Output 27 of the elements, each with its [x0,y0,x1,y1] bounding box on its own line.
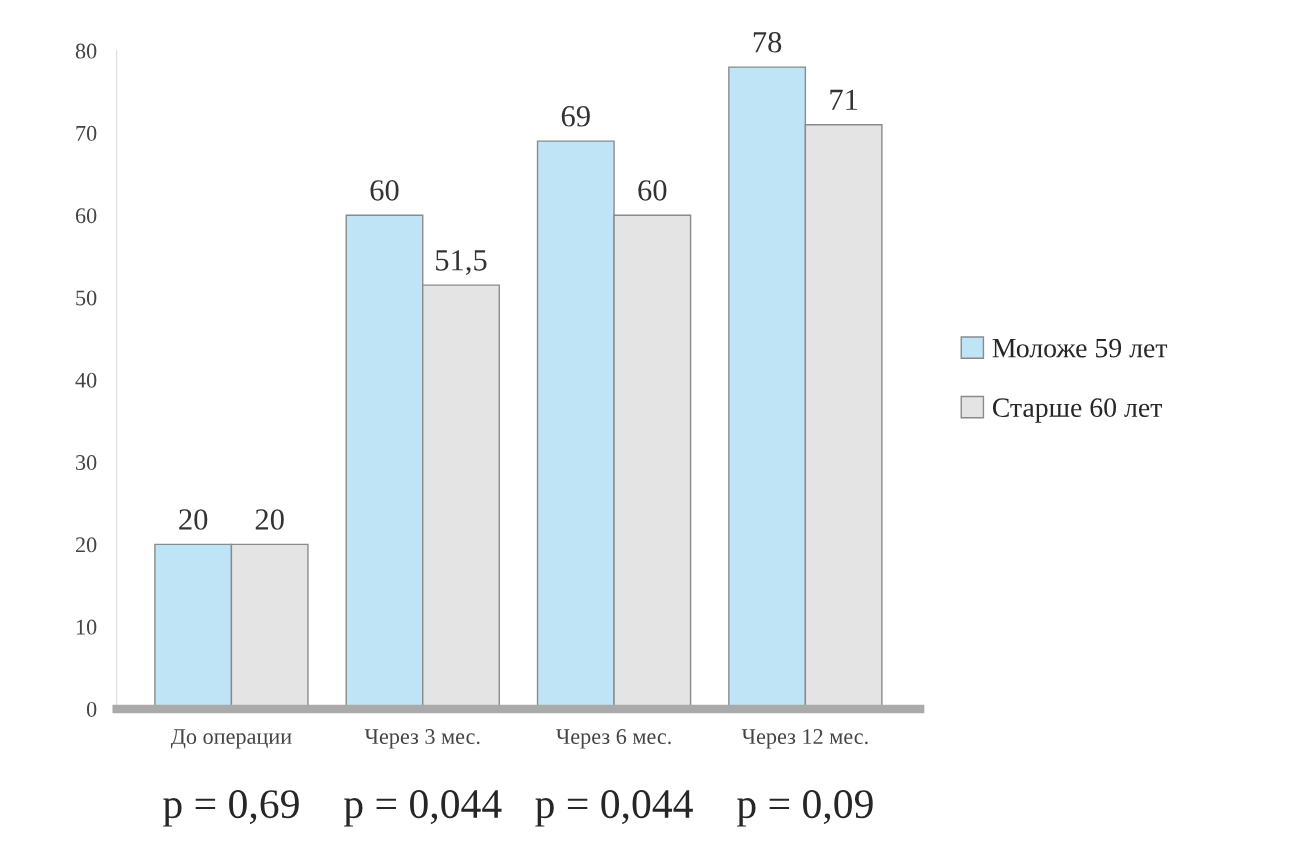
data-label: 60 [638,180,667,201]
y-tick-label: 80 [75,43,97,59]
data-label: 78 [753,31,782,53]
data-label: 51,5 [436,250,487,276]
data-label: 20 [255,509,284,530]
x-tick-label: Через 6 мес. [556,729,671,749]
data-label: 71 [830,89,858,110]
y-tick-label: 0 [86,701,97,717]
legend-label: Моложе 59 лет [992,338,1168,358]
y-tick-label: 60 [75,208,97,224]
x-tick-label: До операции [170,729,292,749]
data-label: 60 [370,180,399,201]
data-label: 69 [561,106,590,127]
legend-label: Старше 60 лет [992,398,1162,423]
text: p = 0,044 [535,790,693,827]
y-tick-label: 50 [76,290,97,306]
y-tick-label: 40 [75,372,97,388]
x-tick-label: Через 12 мес. [741,729,868,749]
text: p = 0,044 [343,790,502,827]
y-tick-label: 30 [76,455,97,471]
y-tick-label: 70 [76,125,97,141]
text: p = 0,09 [737,790,873,827]
y-tick-label: 10 [76,619,97,635]
x-tick-label: Через 3 мес. [364,729,480,749]
text: p = 0,69 [163,790,299,827]
data-label: 20 [179,509,208,530]
y-tick-label: 20 [75,537,97,553]
